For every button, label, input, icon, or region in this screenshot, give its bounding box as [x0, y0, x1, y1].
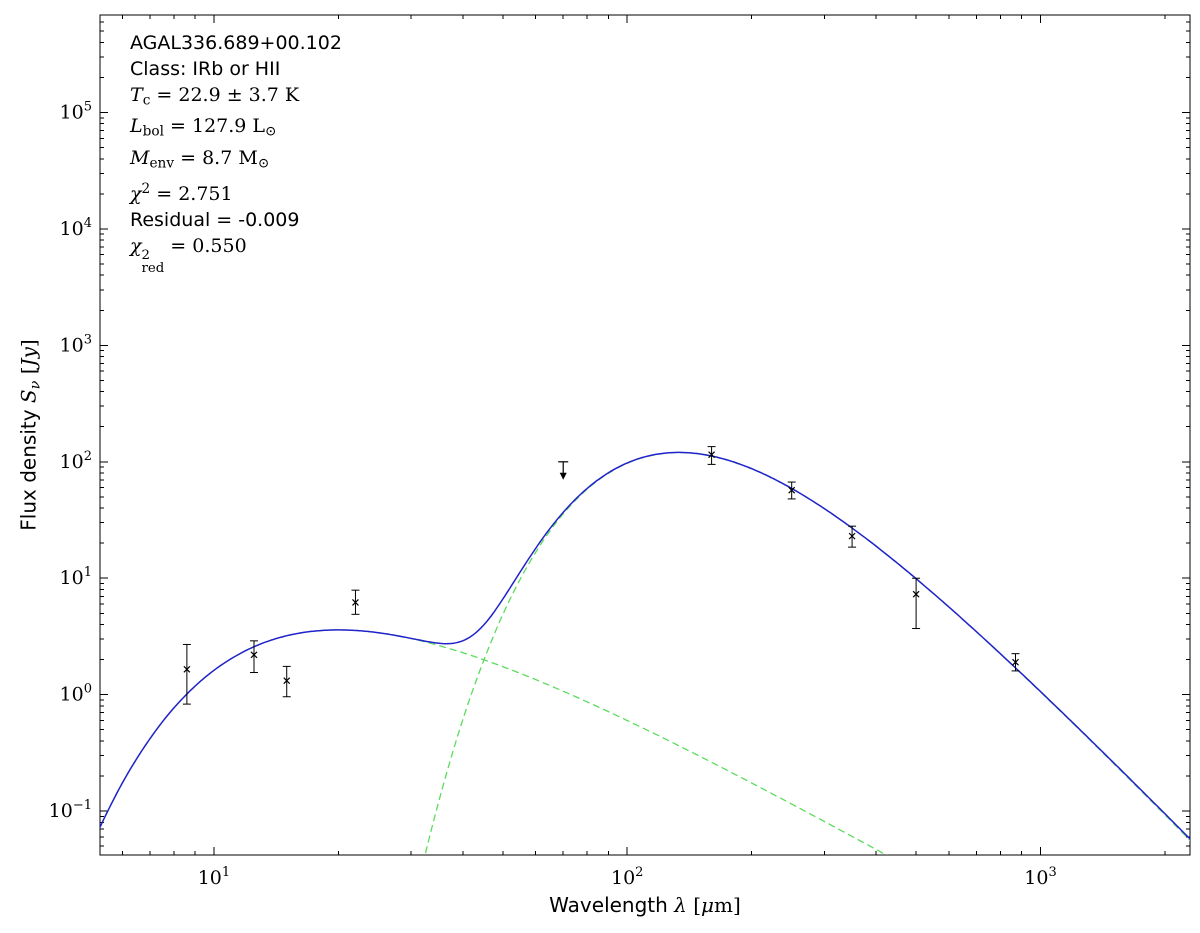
x-marker-icon	[1012, 658, 1019, 666]
text-segment: λ	[674, 893, 687, 917]
text-segment: m]	[714, 893, 741, 917]
y-tick-label: 101	[60, 565, 92, 589]
y-tick-label: 104	[60, 216, 92, 240]
upper-limit-arrow-icon	[559, 472, 567, 480]
superscript: 2	[141, 248, 150, 264]
data-point	[182, 643, 191, 705]
data-point	[848, 525, 857, 548]
y-axis-label: Flux density Sν [Jy]	[17, 339, 44, 530]
text-segment: Flux density	[16, 403, 41, 531]
y-tick-label: 105	[60, 99, 92, 123]
text-segment: = 2.751	[150, 183, 233, 206]
x-marker-icon	[183, 665, 191, 673]
x-marker-icon	[708, 451, 716, 459]
x-marker-icon	[250, 651, 258, 659]
data-point	[558, 461, 569, 480]
x-marker-icon	[788, 486, 796, 494]
annotation-line-3: Tc = 22.9 ± 3.7 K	[130, 82, 342, 113]
text-segment: c	[142, 92, 151, 109]
text-segment: Class: IRb or HII	[130, 58, 281, 80]
data-point	[912, 577, 921, 630]
plot-frame	[99, 14, 1191, 856]
text-segment: = 127.9 L	[163, 115, 266, 138]
text-segment: = 0.550	[164, 235, 247, 258]
annotation-line-1: AGAL336.689+00.102	[130, 30, 342, 56]
data-point	[787, 481, 796, 500]
x-marker-icon	[912, 590, 920, 598]
data-point	[1011, 653, 1020, 672]
text-segment: ⊙	[257, 155, 270, 172]
x-marker-icon	[352, 598, 359, 606]
y-tick-label: 102	[60, 449, 92, 473]
text-segment: T	[130, 84, 143, 106]
x-tick-label: 101	[198, 865, 230, 889]
text-segment: = 8.7 M	[174, 146, 258, 169]
cold-component-curve	[424, 451, 1190, 855]
annotation-line-6: χ2 = 2.751	[130, 176, 342, 207]
data-point	[282, 665, 291, 698]
x-tick-label: 103	[1024, 865, 1056, 889]
text-segment: ]	[16, 339, 41, 348]
text-segment: L	[130, 115, 143, 138]
text-segment: M	[130, 146, 150, 169]
text-segment: Jy	[16, 347, 41, 367]
x-tick-label: 102	[611, 865, 643, 889]
y-tick-label: 103	[60, 332, 92, 356]
text-segment: S	[16, 389, 41, 404]
x-axis-label: Wavelength λ [μm]	[100, 893, 1190, 917]
model-total-curve	[100, 451, 1190, 840]
annotation-line-4: Lbol = 127.9 L⊙	[130, 113, 342, 144]
text-segment: [	[686, 893, 702, 917]
x-marker-icon	[848, 532, 856, 540]
text-segment: = 22.9 ± 3.7 K	[150, 84, 300, 106]
text-segment: χ	[130, 183, 142, 206]
fit-parameters-annotation: AGAL336.689+00.102 Class: IRb or HII Tc = …	[130, 30, 342, 276]
text-segment: Residual = -0.009	[130, 209, 300, 232]
text-segment: bol	[142, 123, 164, 140]
text-segment: env	[149, 155, 175, 172]
subscript: red	[141, 260, 165, 276]
text-segment: χ	[130, 235, 142, 258]
text-segment: ν	[27, 380, 44, 390]
text-segment: AGAL336.689+00.102	[130, 32, 342, 54]
data-point	[707, 446, 716, 465]
annotation-line-5: Menv = 8.7 M⊙	[130, 145, 342, 176]
y-tick-label: 10−1	[49, 798, 92, 822]
x-marker-icon	[283, 677, 291, 685]
annotation-line-2: Class: IRb or HII	[130, 56, 342, 82]
text-segment: Wavelength	[549, 893, 675, 917]
math-subsup: 2 red	[141, 248, 165, 276]
annotation-line-7: Residual = -0.009	[130, 207, 342, 233]
text-segment: [	[16, 366, 41, 381]
text-segment: μ	[701, 893, 715, 917]
data-point	[351, 589, 360, 615]
data-point	[250, 640, 259, 674]
text-segment: ⊙	[265, 123, 277, 140]
annotation-line-8: χ 2 red = 0.550	[130, 233, 342, 276]
y-tick-label: 100	[60, 682, 92, 706]
text-segment: 2	[141, 181, 151, 198]
